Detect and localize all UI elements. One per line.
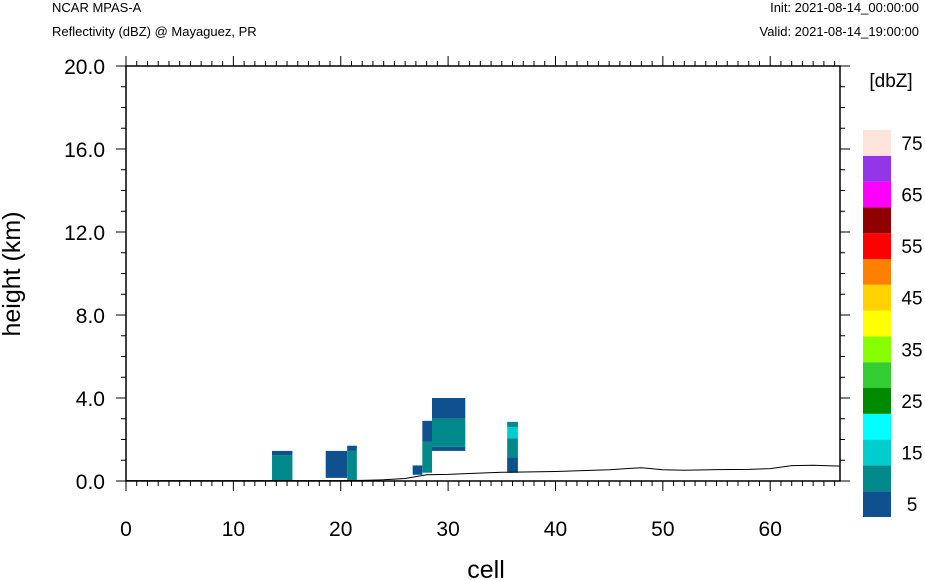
colorbar-swatch-60: [863, 207, 891, 234]
y-axis-title: height (km): [0, 211, 26, 336]
reflectivity-cell-10: [432, 398, 466, 419]
model-title: NCAR MPAS-A: [52, 0, 142, 15]
x-tick-label: 10: [222, 518, 245, 541]
colorbar-swatch-30: [863, 362, 891, 388]
colorbar-swatch-50: [863, 259, 891, 285]
reflectivity-cell-12: [507, 438, 518, 458]
colorbar-swatch-20: [863, 413, 891, 440]
colorbar-units: [dbZ]: [869, 71, 912, 92]
colorbar-label: 75: [901, 134, 922, 155]
colorbar-swatch-55: [863, 233, 891, 259]
y-tick-label: 4.0: [76, 388, 105, 411]
terrain-line: [126, 464, 841, 482]
x-axis-title: cell: [467, 556, 505, 580]
colorbar-swatch-5: [863, 491, 891, 517]
colorbar-label: 35: [901, 340, 922, 361]
reflectivity-cell-9: [432, 418, 466, 447]
colorbar-swatch-65: [863, 181, 891, 208]
y-tick-label: 12.0: [64, 222, 105, 245]
y-tick-label: 0.0: [76, 471, 105, 494]
colorbar-labels: 5 15 25 35 45 55 65 75: [901, 134, 922, 516]
reflectivity-cell-14: [507, 421, 518, 428]
reflectivity-cell-3: [347, 450, 357, 480]
colorbar-label: 45: [901, 289, 922, 310]
colorbar-swatch-40: [863, 310, 891, 337]
colorbar-swatch-15: [863, 439, 891, 466]
reflectivity-cell-4: [347, 445, 357, 451]
reflectivity-cell-8: [432, 446, 466, 451]
colorbar-label: 25: [901, 392, 922, 413]
colorbar-label: 15: [901, 444, 922, 465]
colorbar-label: 5: [907, 495, 918, 516]
axis-ticks: [116, 56, 850, 491]
x-tick-label: 60: [759, 518, 782, 541]
colorbar-swatch-10: [863, 465, 891, 492]
colorbar-swatch-35: [863, 336, 891, 363]
reflectivity-cell-5: [412, 465, 423, 475]
init-time: Init: 2021-08-14_00:00:00: [770, 0, 919, 15]
reflectivity-cell-13: [507, 427, 518, 439]
plot-frame: [125, 65, 841, 482]
colorbar: [863, 130, 891, 517]
y-tick-label: 20.0: [64, 56, 105, 79]
y-tick-label: 8.0: [76, 305, 105, 328]
field-title: Reflectivity (dBZ) @ Mayaguez, PR: [52, 24, 257, 39]
colorbar-swatch-70: [863, 155, 891, 182]
reflectivity-cell-2: [325, 450, 348, 478]
x-tick-labels: 0 10 20 30 40 50 60: [120, 518, 782, 541]
x-tick-label: 40: [544, 518, 567, 541]
x-tick-label: 30: [436, 518, 459, 541]
reflectivity-cell-6: [422, 441, 432, 473]
reflectivity-cell-1: [272, 450, 293, 456]
colorbar-swatch-75: [863, 130, 891, 156]
reflectivity-cell-7: [422, 420, 432, 442]
reflectivity-cells: [272, 398, 518, 481]
valid-time: Valid: 2021-08-14_19:00:00: [759, 24, 920, 39]
y-tick-label: 16.0: [64, 139, 105, 162]
colorbar-label: 65: [901, 186, 922, 207]
colorbar-label: 55: [901, 237, 922, 258]
colorbar-swatch-45: [863, 284, 891, 311]
y-tick-labels: 0.0 4.0 8.0 12.0 16.0 20.0: [64, 56, 105, 494]
x-tick-label: 0: [120, 518, 132, 541]
reflectivity-cell-11: [507, 457, 518, 473]
colorbar-swatch-25: [863, 388, 891, 414]
reflectivity-cell-0: [272, 455, 293, 481]
x-tick-label: 20: [329, 518, 352, 541]
x-tick-label: 50: [651, 518, 674, 541]
